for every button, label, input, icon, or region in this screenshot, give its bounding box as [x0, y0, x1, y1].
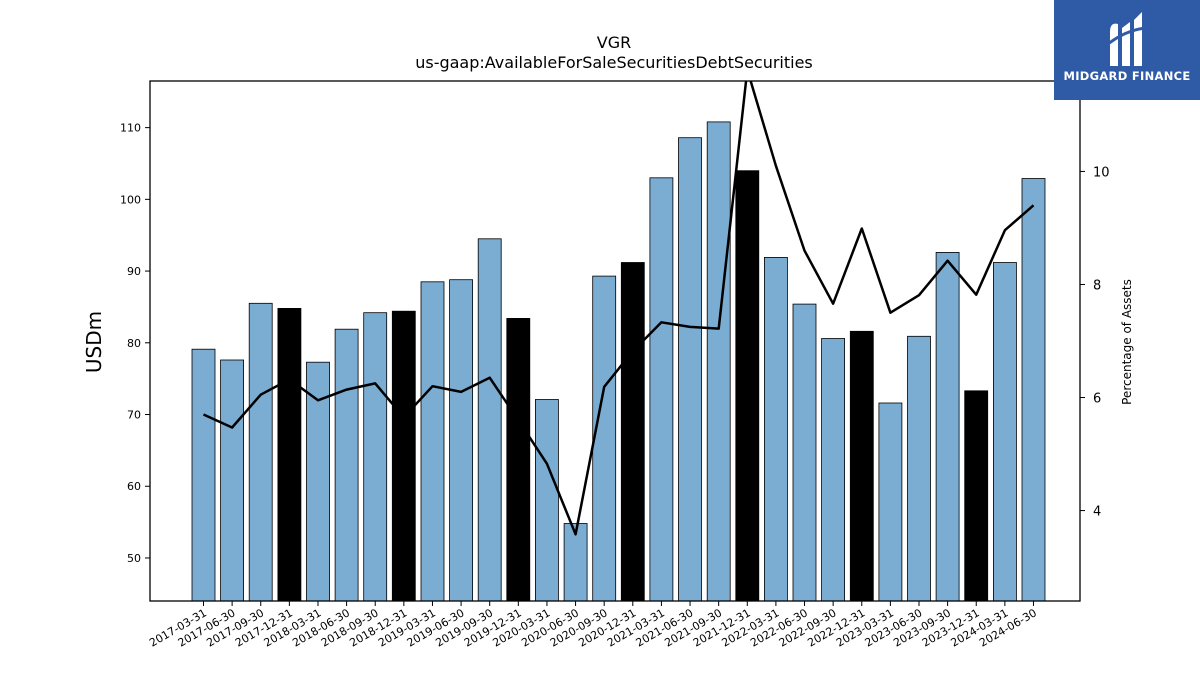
bar-2022-06-30 — [792, 303, 817, 602]
y-tick-label: 100 — [120, 193, 141, 206]
bar-2023-12-31 — [964, 390, 989, 602]
bar-2022-09-30 — [821, 338, 845, 602]
bar-2018-12-31 — [391, 310, 416, 602]
bar-2021-12-31 — [735, 170, 760, 602]
bar-2017-12-31 — [277, 307, 302, 602]
bar-2021-09-30 — [706, 121, 731, 602]
bar-2019-03-31 — [420, 281, 445, 602]
bar-2022-12-31 — [849, 330, 874, 602]
bar-2023-09-30 — [935, 251, 960, 602]
y-tick-label: 110 — [120, 122, 141, 135]
y-tick-label: 50 — [127, 552, 141, 565]
bar-2017-06-30 — [220, 359, 245, 602]
bar-2019-12-31 — [506, 317, 531, 602]
y-axis-label: USDm — [82, 311, 106, 373]
bar-2021-03-31 — [649, 177, 674, 602]
y2-tick-label: 6 — [1093, 392, 1101, 407]
bar-2023-06-30 — [907, 335, 931, 602]
bar-2019-09-30 — [477, 238, 502, 602]
y-tick-label: 90 — [127, 265, 141, 278]
plot-frame — [149, 80, 1081, 602]
bar-2020-12-31 — [620, 262, 645, 602]
bar-2019-06-30 — [449, 279, 474, 602]
percentage-line — [202, 81, 1035, 536]
bar-2017-03-31 — [191, 348, 216, 602]
bar-2018-09-30 — [363, 312, 388, 602]
bar-2018-06-30 — [334, 328, 359, 602]
y-tick-label: 80 — [127, 337, 141, 350]
y2-tick-label: 8 — [1093, 278, 1101, 293]
bar-2020-09-30 — [592, 275, 617, 602]
bar-2021-06-30 — [678, 137, 702, 602]
y-tick-label: 70 — [127, 409, 141, 422]
chart-subtitle: us-gaap:AvailableForSaleSecuritiesDebtSe… — [415, 53, 813, 72]
bar-2017-09-30 — [248, 302, 273, 602]
y-tick-label: 60 — [127, 480, 141, 493]
logo-mark-icon — [1107, 12, 1147, 66]
line-layer — [202, 81, 1035, 536]
bar-2020-03-31 — [535, 399, 559, 602]
midgard-finance-logo: MIDGARD FINANCE — [1054, 0, 1200, 100]
chart-title: VGR — [597, 33, 631, 52]
y2-axis-label: Percentage of Assets — [1120, 279, 1134, 405]
y2-tick-label: 4 — [1093, 505, 1101, 520]
logo-text: MIDGARD FINANCE — [1063, 69, 1191, 83]
bar-2024-03-31 — [993, 262, 1017, 602]
bar-2022-03-31 — [764, 256, 788, 602]
y2-tick-label: 10 — [1093, 165, 1110, 180]
bars-layer — [191, 121, 1046, 602]
bar-2024-06-30 — [1021, 178, 1046, 602]
bar-2023-03-31 — [878, 402, 903, 602]
